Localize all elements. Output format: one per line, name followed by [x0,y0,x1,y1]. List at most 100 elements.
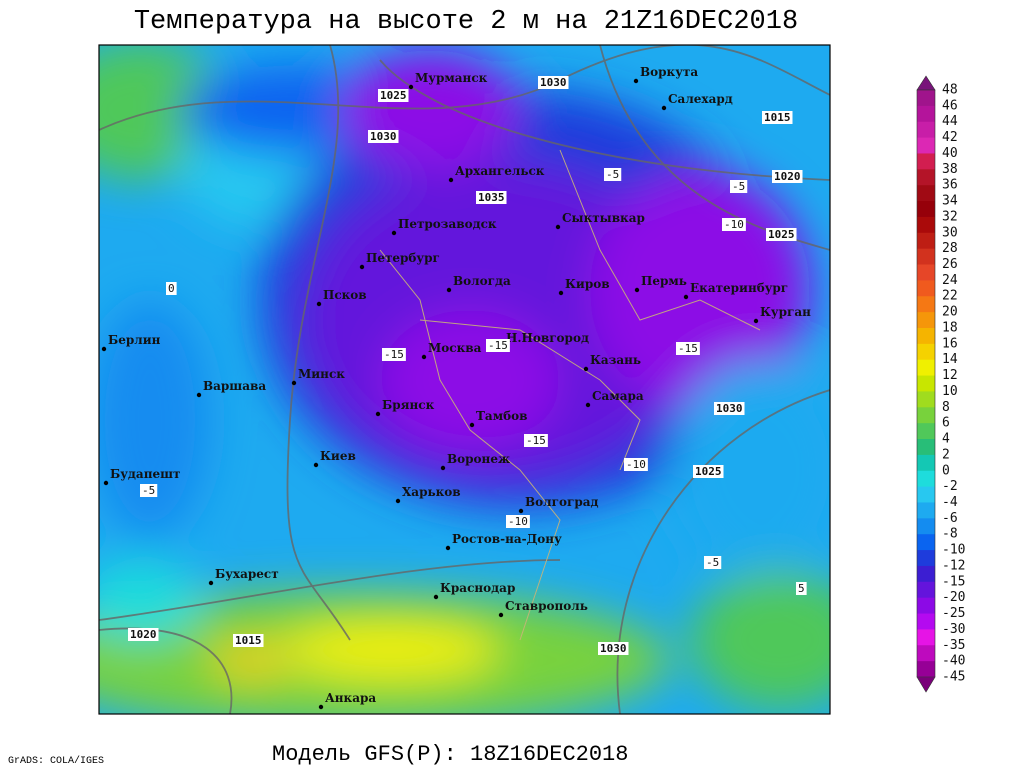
colorbar-label: 18 [942,320,958,335]
city-label: Псков [323,288,367,302]
contour-label-box [128,628,159,641]
colorbar-label: -15 [942,574,965,589]
contour-label-box [486,339,510,352]
colorbar-segment [917,296,935,313]
colorbar: 4846444240383634323028262422201816141210… [916,75,965,693]
contour-label: 1025 [380,89,407,102]
contour-label-box [233,634,264,647]
contour-label-box [722,218,746,231]
city-dot [583,366,589,372]
city-dot [375,411,381,417]
city-label: Киров [565,277,610,291]
city-label: Воронеж [447,452,510,466]
colorbar-label: 14 [942,352,958,367]
colorbar-label: 16 [942,336,958,351]
colorbar-segment [917,137,935,154]
colorbar-segment [917,375,935,392]
colorbar-segment [917,645,935,662]
city-dot [208,580,214,586]
colorbar-label: 6 [942,416,950,431]
map-labels: Мурманск Воркута Салехард Архангельск Сыктыв… [101,65,811,710]
colorbar-label: 12 [942,368,958,383]
contour-label: 1025 [768,228,795,241]
contour-label: 1030 [540,76,567,89]
colorbar-label: 34 [942,194,958,209]
title: Температура на высоте 2 м на 21Z16DEC201… [134,7,798,37]
colorbar-label: -45 [942,670,965,685]
colorbar-label: -4 [942,495,958,510]
colorbar-segment [917,201,935,218]
colorbar-segment [917,90,935,107]
city-label: Москва [428,341,482,355]
colorbar-segment [917,121,935,139]
contour-label: -10 [724,218,744,231]
city-label: Берлин [108,333,161,347]
colorbar-label: -40 [942,654,965,669]
city-dot [433,594,439,600]
contour-label-box [624,458,648,471]
city-label: Н.Новгород [506,331,589,345]
contour-label-box [676,342,700,355]
colorbar-segment [917,423,935,440]
contour-label: 5 [798,582,805,595]
city-dot [313,462,319,468]
city-dot [498,612,504,618]
colorbar-segment [917,248,935,266]
contour-label: 1035 [478,191,505,204]
city-dot [316,301,322,307]
contour-label-box [714,402,745,415]
city-label: Казань [590,353,641,367]
city-label: Киев [320,449,356,463]
colorbar-segment [917,534,935,551]
colorbar-label: 10 [942,384,958,399]
colorbar-label: 44 [942,114,958,129]
contour-label: 1015 [764,111,791,124]
contour-label-box [604,168,622,181]
colorbar-segment [917,407,935,424]
colorbar-label: 24 [942,273,958,288]
contour-label: 1020 [130,628,157,641]
colorbar-segment [917,470,935,488]
city-label: Ставрополь [505,599,588,613]
city-dot [445,545,451,551]
colorbar-label: 20 [942,305,958,320]
colorbar-label: -2 [942,479,958,494]
city-dot [683,294,689,300]
colorbar-segment [917,232,935,250]
colorbar-segment [917,327,935,345]
colorbar-label: 22 [942,289,958,304]
city-dot [318,704,324,710]
city-label: Тамбов [476,409,527,423]
colorbar-label: 2 [942,447,950,462]
colorbar-label: -8 [942,527,958,542]
contour-label: 0 [168,282,175,295]
colorbar-segment [917,550,935,567]
colorbar-segment [917,581,935,599]
colorbar-label: 28 [942,241,958,256]
colorbar-segment [917,216,935,234]
city-label: Петрозаводск [398,217,497,231]
city-label: Варшава [203,379,266,393]
city-dot [558,290,564,296]
city-dot [661,105,667,111]
city-label: Будапешт [110,467,180,481]
contour-label-box [140,484,158,497]
city-dot [421,354,427,360]
city-label: Ростов-на-Дону [452,532,562,546]
city-label: Анкара [325,691,376,705]
contour-label-box [704,556,722,569]
contour-label: 1020 [774,170,801,183]
colorbar-label: 26 [942,257,958,272]
contour-label: -5 [142,484,155,497]
colorbar-segment [917,264,935,281]
city-label: Брянск [382,398,435,412]
city-dot [634,287,640,293]
colorbar-segment [917,343,935,361]
colorbar-label: 30 [942,225,958,240]
model-caption: Модель GFS(P): 18Z16DEC2018 [272,742,628,767]
city-label: Салехард [668,92,733,106]
colorbar-segment [917,280,935,297]
colorbar-segment [917,185,935,202]
